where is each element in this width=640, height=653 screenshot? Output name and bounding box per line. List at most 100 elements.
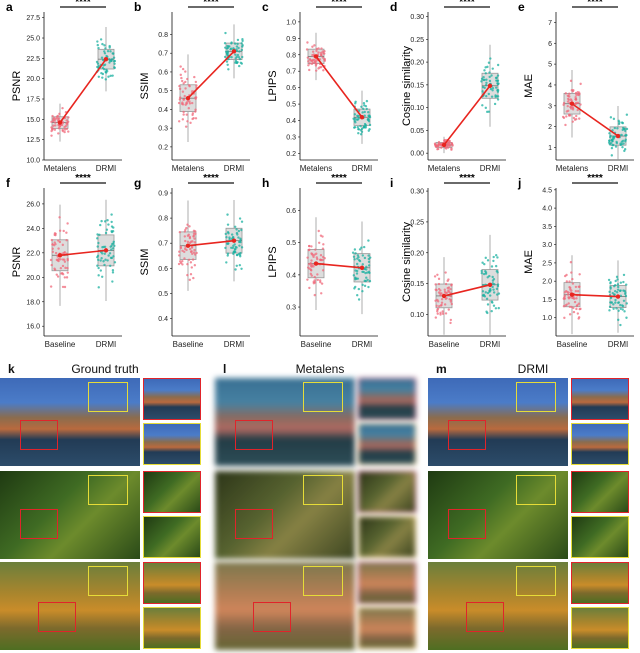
mean-point	[57, 253, 63, 258]
data-point	[495, 76, 498, 79]
data-point	[625, 316, 628, 319]
data-point	[96, 40, 99, 43]
y-axis-label: LPIPS	[267, 246, 279, 277]
data-point	[363, 114, 366, 117]
reconstructed-image	[428, 471, 568, 559]
reconstructed-image	[428, 378, 568, 466]
data-point	[186, 240, 190, 244]
data-point	[185, 248, 188, 252]
data-point	[192, 251, 196, 254]
data-point	[182, 113, 185, 116]
data-point	[66, 222, 69, 225]
data-point	[61, 243, 65, 247]
data-point	[191, 113, 194, 117]
data-point	[178, 260, 182, 263]
data-point	[568, 92, 571, 95]
data-point	[311, 61, 315, 64]
data-point	[492, 288, 495, 291]
significance-label: ****	[459, 0, 475, 8]
data-point	[571, 277, 574, 281]
data-point	[566, 100, 570, 103]
data-point	[481, 90, 484, 93]
data-point	[240, 220, 244, 223]
y-axis-label: SSIM	[139, 249, 151, 276]
data-point	[491, 86, 495, 90]
panel-letter: a	[6, 0, 13, 14]
data-point	[449, 287, 452, 291]
reconstructed-image	[215, 378, 355, 466]
data-point	[625, 113, 629, 116]
data-point	[450, 143, 454, 146]
data-point	[182, 110, 185, 114]
data-point	[186, 100, 189, 103]
data-point	[618, 289, 622, 293]
red-zoom-inset	[571, 471, 629, 513]
data-point	[572, 306, 575, 310]
data-point	[615, 307, 618, 310]
data-point	[497, 82, 500, 85]
box-drmi	[96, 199, 117, 302]
data-point	[570, 296, 574, 299]
data-point	[194, 108, 197, 111]
data-point	[354, 252, 357, 255]
data-point	[612, 117, 616, 121]
data-point	[575, 101, 578, 105]
data-point	[101, 42, 104, 46]
data-point	[63, 285, 67, 289]
data-point	[189, 247, 192, 251]
data-point	[566, 293, 570, 296]
y-tick-label: 0.3	[286, 305, 296, 312]
data-point	[570, 89, 574, 92]
data-point	[435, 288, 438, 292]
data-point	[493, 102, 497, 106]
data-point	[313, 275, 316, 279]
data-point	[191, 90, 194, 93]
data-point	[232, 47, 235, 50]
y-tick-label: 27.5	[26, 15, 40, 22]
data-point	[362, 107, 365, 111]
data-point	[63, 260, 67, 263]
data-point	[482, 294, 485, 297]
data-point	[577, 317, 580, 320]
data-point	[363, 256, 367, 260]
data-point	[233, 42, 237, 45]
data-point	[568, 280, 571, 283]
data-point	[354, 285, 357, 289]
data-point	[449, 321, 452, 325]
data-point	[99, 223, 102, 227]
data-point	[565, 280, 569, 283]
y-tick-label: 2	[548, 124, 552, 131]
data-point	[96, 233, 99, 236]
data-point	[567, 109, 570, 113]
red-zoom-region	[466, 602, 504, 632]
y-tick-label: 25.0	[26, 36, 40, 43]
data-point	[235, 55, 238, 59]
y-axis-label: Cosine similarity	[401, 45, 413, 126]
data-point	[575, 117, 578, 121]
data-point	[233, 247, 237, 251]
data-point	[610, 154, 614, 157]
y-tick-label: 0.5	[158, 291, 168, 298]
data-point	[611, 139, 614, 143]
data-point	[483, 69, 486, 72]
y-tick-label: 0.9	[158, 191, 168, 198]
data-point	[568, 313, 572, 316]
data-point	[615, 275, 619, 279]
data-point	[113, 244, 116, 248]
x-tick-label: Metalens	[300, 164, 332, 173]
data-point	[577, 93, 580, 96]
red-zoom-inset	[358, 562, 416, 604]
y-tick-label: 0.00	[410, 151, 424, 158]
data-point	[487, 61, 491, 64]
yellow-zoom-region	[303, 566, 343, 596]
data-point	[97, 266, 100, 270]
data-point	[310, 245, 313, 248]
data-point	[111, 271, 115, 274]
data-point	[315, 47, 319, 51]
data-point	[241, 39, 244, 43]
data-point	[191, 258, 195, 261]
data-point	[576, 289, 580, 293]
data-point	[492, 304, 496, 307]
data-point	[96, 258, 100, 262]
data-point	[100, 56, 104, 59]
